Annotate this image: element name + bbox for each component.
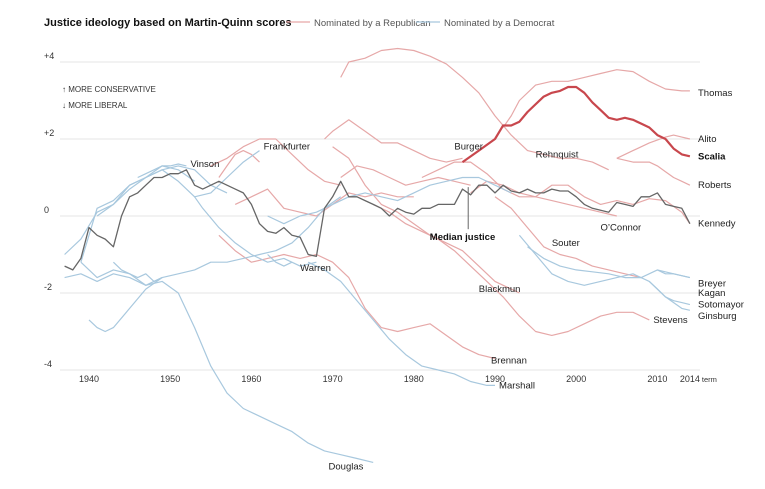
- series-line-powell: [340, 165, 471, 186]
- series-line-white: [267, 176, 512, 225]
- series-line-rehnquist: [340, 47, 609, 171]
- x-tick-label: 1990: [485, 374, 505, 384]
- series-line-murphy: [88, 277, 163, 333]
- series-line-vinson: [137, 163, 187, 179]
- series-line-frankfurter: [80, 150, 260, 263]
- x-axis: 1940 1950 1960 1970 1980 1990 2000 2010 2014 term: [79, 374, 717, 384]
- series-label-marshall: Marshall: [499, 380, 535, 391]
- gridlines: [60, 61, 700, 371]
- series-label-brennan: Brennan: [491, 355, 527, 366]
- series-label-alito: Alito: [698, 134, 716, 145]
- series-line-goldberg: [267, 254, 293, 267]
- x-tick-label: 2010: [647, 374, 667, 384]
- series-line-thomas: [502, 69, 690, 128]
- series-line-scalia: [461, 85, 691, 163]
- series-label-burger: Burger: [454, 142, 483, 153]
- series-label-scalia: Scalia: [698, 151, 726, 162]
- series-label-stevens: Stevens: [653, 315, 688, 326]
- series-label-thomas: Thomas: [698, 88, 733, 99]
- series-line-brennan: [218, 234, 496, 360]
- series-line-harlan: [210, 138, 341, 186]
- series-line-rutledge: [112, 261, 163, 282]
- series-line-warren: [194, 196, 317, 267]
- series-line-stevens: [372, 203, 650, 336]
- series-label-rehnquist: Rehnquist: [536, 149, 579, 160]
- x-tick-label: 1980: [404, 374, 424, 384]
- y-axis: +4 +2 0 -2 -4: [44, 51, 54, 369]
- x-tick-label: 2000: [566, 374, 586, 384]
- series-label-douglas: Douglas: [329, 461, 364, 472]
- series-line-black: [64, 196, 342, 286]
- series-line-o-connor: [421, 161, 617, 217]
- series-label-median-justice: Median justice: [430, 232, 495, 243]
- series-label-blackmun: Blackmun: [479, 284, 521, 295]
- series-line-median-justice: [64, 169, 691, 271]
- series-label-vinson: Vinson: [191, 159, 220, 170]
- series-line-kagan: [657, 269, 691, 279]
- series-label-sotomayor: Sotomayor: [698, 300, 744, 311]
- series-label-souter: Souter: [552, 238, 580, 249]
- y-tick-label: 0: [44, 205, 49, 215]
- series-line-marshall: [307, 261, 495, 386]
- chart-title: Justice ideology based on Martin-Quinn s…: [44, 17, 292, 29]
- series-line-reed: [64, 165, 228, 255]
- y-tick-label: +4: [44, 51, 54, 61]
- series-label-ginsburg: Ginsburg: [698, 311, 737, 322]
- series-label-kagan: Kagan: [698, 288, 725, 299]
- series-label-o-connor: O’Connor: [601, 223, 642, 234]
- series-line-alito: [616, 134, 691, 159]
- justice-labels: Thomas Alito Roberts Kennedy Rehnquist Scalia…: [191, 88, 744, 472]
- series-line-blackmun: [332, 146, 520, 294]
- legend-republican-label: Nominated by a Republican: [314, 18, 431, 29]
- legend-democrat-label: Nominated by a Democrat: [444, 18, 555, 29]
- more-conservative-note: ↑ MORE CONSERVATIVE: [62, 85, 156, 94]
- series-label-kennedy: Kennedy: [698, 219, 736, 230]
- series-line-douglas: [80, 261, 374, 463]
- series-line-sotomayor: [648, 280, 691, 306]
- series-line-breyer: [527, 246, 691, 279]
- x-tick-label: 1970: [323, 374, 343, 384]
- series-line-kennedy: [470, 180, 691, 225]
- series-label-roberts: Roberts: [698, 180, 732, 191]
- series-line-burger: [324, 119, 463, 163]
- series-line-souter: [494, 196, 642, 279]
- y-tick-label: +2: [44, 128, 54, 138]
- y-tick-label: -2: [44, 282, 52, 292]
- series-label-warren: Warren: [300, 263, 331, 274]
- series-label-breyer: Breyer: [698, 278, 726, 289]
- x-unit-label: term: [702, 375, 717, 384]
- more-liberal-note: ↓ MORE LIBERAL: [62, 101, 128, 110]
- y-tick-label: -4: [44, 359, 52, 369]
- x-tick-label: 1960: [241, 374, 261, 384]
- series-lines: [64, 47, 691, 463]
- series-line-roberts: [616, 157, 691, 186]
- x-tick-label: 2014: [680, 374, 700, 384]
- x-tick-label: 1940: [79, 374, 99, 384]
- x-tick-label: 1950: [160, 374, 180, 384]
- series-label-frankfurter: Frankfurter: [264, 142, 310, 153]
